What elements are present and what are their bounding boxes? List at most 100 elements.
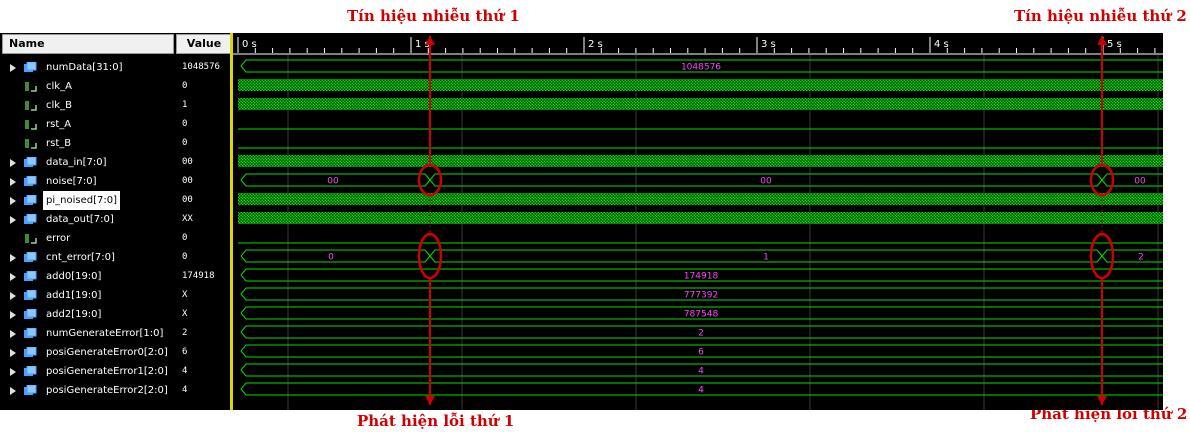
expand-triangle-icon[interactable]: [10, 64, 16, 72]
signal-row-noise[interactable]: noise[7:0]: [2, 172, 174, 191]
signal-row-clk_b[interactable]: clk_B: [2, 96, 174, 115]
bus-segment: [429, 173, 1103, 181]
dense-bus-wave: [238, 212, 1163, 224]
bus-signal-icon: [24, 214, 37, 224]
bus-signal-icon: [24, 252, 37, 262]
signal-row-rst_a[interactable]: rst_A: [2, 115, 174, 134]
signal-name-list: numData[31:0] clk_A clk_B rst_A rst_B data_in…: [2, 55, 174, 410]
signal-row-add2[interactable]: add2[19:0]: [2, 305, 174, 324]
name-column-header[interactable]: Name: [2, 34, 174, 54]
signal-value: 4: [182, 385, 188, 395]
bus-wave: [240, 312, 1163, 320]
bus-value-label: 1048576: [681, 63, 721, 73]
bit-signal-icon: [25, 120, 37, 130]
bus-segment: [429, 255, 1103, 263]
signal-row-posigenerateerror1[interactable]: posiGenerateError1[2:0]: [2, 362, 174, 381]
bus-value-label: 1: [763, 253, 769, 263]
bus-wave: [240, 331, 1163, 339]
bus-value-label: 787548: [684, 310, 719, 320]
signal-row-add1[interactable]: add1[19:0]: [2, 286, 174, 305]
bit-signal-icon: [25, 82, 37, 92]
signal-name: error: [46, 233, 71, 244]
bus-wave: [240, 65, 1163, 73]
expand-triangle-icon[interactable]: [10, 349, 16, 357]
bus-segment: [429, 249, 1103, 257]
bus-signal-icon: [24, 366, 37, 376]
signal-row-error[interactable]: error: [2, 229, 174, 248]
bus-wave: [240, 293, 1163, 301]
signal-row-posigenerateerror2[interactable]: posiGenerateError2[2:0]: [2, 381, 174, 400]
signal-value: 00: [182, 157, 193, 167]
bus-value-label: 00: [760, 177, 772, 187]
expand-triangle-icon[interactable]: [10, 273, 16, 281]
bus-signal-icon: [24, 309, 37, 319]
bus-segment: [240, 173, 431, 181]
signal-row-data_out[interactable]: data_out[7:0]: [2, 210, 174, 229]
bus-wave: [240, 350, 1163, 358]
signal-row-pi_noised[interactable]: pi_noised[7:0]: [2, 191, 174, 210]
bus-value-label: 00: [1134, 177, 1146, 187]
event-1-noise-arrow-head: [425, 36, 435, 45]
expand-triangle-icon[interactable]: [10, 178, 16, 186]
tick-label: 5 s: [1107, 39, 1122, 50]
bus-value-label: 6: [698, 348, 704, 358]
expand-triangle-icon[interactable]: [10, 197, 16, 205]
time-cursor[interactable]: [230, 33, 233, 410]
bus-wave: [240, 287, 1163, 295]
bus-segment: [240, 255, 431, 263]
signal-value: 0: [182, 119, 188, 129]
timeline-ruler: [233, 33, 1163, 55]
expand-triangle-icon[interactable]: [10, 292, 16, 300]
bus-value-label: 4: [698, 367, 704, 377]
signal-value: 4: [182, 366, 188, 376]
signal-value: X: [182, 309, 188, 319]
expand-triangle-icon[interactable]: [10, 159, 16, 167]
signal-row-add0[interactable]: add0[19:0]: [2, 267, 174, 286]
signal-name: noise[7:0]: [46, 176, 97, 187]
bus-wave: [240, 369, 1163, 377]
expand-triangle-icon[interactable]: [10, 387, 16, 395]
bus-value-label: 174918: [684, 272, 719, 282]
bus-value-label: 00: [327, 177, 339, 187]
signal-row-data_in[interactable]: data_in[7:0]: [2, 153, 174, 172]
noise-annotation-2: Tín hiệu nhiễu thứ 2: [1014, 7, 1187, 25]
signal-row-numgenerateerror[interactable]: numGenerateError[1:0]: [2, 324, 174, 343]
signal-name: cnt_error[7:0]: [46, 252, 115, 263]
tick-label: 3 s: [761, 39, 776, 50]
bus-segment: [1101, 179, 1163, 187]
signal-row-posigenerateerror0[interactable]: posiGenerateError0[2:0]: [2, 343, 174, 362]
tick-label: 4 s: [934, 39, 949, 50]
bus-wave: [240, 382, 1163, 390]
signal-name: clk_A: [46, 81, 72, 92]
tick-label: 2 s: [588, 39, 603, 50]
expand-triangle-icon[interactable]: [10, 216, 16, 224]
expand-triangle-icon[interactable]: [10, 368, 16, 376]
signal-name: data_in[7:0]: [46, 157, 107, 168]
value-column-header[interactable]: Value: [176, 34, 232, 54]
expand-triangle-icon[interactable]: [10, 330, 16, 338]
signal-row-cnt_error[interactable]: cnt_error[7:0]: [2, 248, 174, 267]
bus-wave: [240, 274, 1163, 282]
expand-triangle-icon[interactable]: [10, 254, 16, 262]
clock-wave: [238, 98, 1163, 110]
signal-name: data_out[7:0]: [46, 214, 114, 225]
bus-segment: [240, 249, 431, 257]
event-2-noise-arrow-head: [1097, 36, 1107, 45]
bus-wave: [240, 363, 1163, 371]
detect-annotation-1: Phát hiện lỗi thứ 1: [357, 412, 515, 430]
bus-wave: [240, 59, 1163, 67]
signal-name: numGenerateError[1:0]: [46, 328, 164, 339]
signal-row-rst_b[interactable]: rst_B: [2, 134, 174, 153]
expand-triangle-icon[interactable]: [10, 311, 16, 319]
bus-signal-icon: [24, 328, 37, 338]
signal-row-clk_a[interactable]: clk_A: [2, 77, 174, 96]
signal-value: 6: [182, 347, 188, 357]
bus-wave: [240, 344, 1163, 352]
signal-name: posiGenerateError2[2:0]: [46, 385, 168, 396]
bus-segment: [429, 179, 1103, 187]
signal-row-numdata[interactable]: numData[31:0]: [2, 58, 174, 77]
bus-segment: [1101, 173, 1163, 181]
signal-value: 0: [182, 138, 188, 148]
bus-wave: [240, 325, 1163, 333]
